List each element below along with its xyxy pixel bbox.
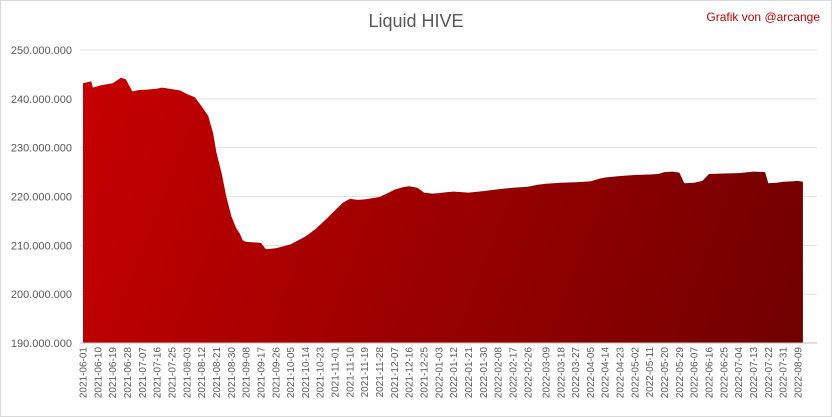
x-tick-label: 2022-02-17 xyxy=(509,347,520,399)
x-tick-label: 2022-05-29 xyxy=(675,347,686,399)
y-tick-label: 240.000.000 xyxy=(11,94,72,106)
chart-credit: Grafik von @arcange xyxy=(706,10,820,24)
x-tick-label: 2022-07-04 xyxy=(734,347,745,399)
x-tick-label: 2022-05-02 xyxy=(630,347,641,399)
x-tick-label: 2021-12-25 xyxy=(420,347,431,399)
x-tick-label: 2022-06-25 xyxy=(719,347,730,399)
x-tick-label: 2022-01-30 xyxy=(479,347,490,399)
y-tick-label: 210.000.000 xyxy=(11,240,72,252)
x-tick-label: 2021-11-28 xyxy=(375,347,386,398)
x-tick-label: 2021-09-17 xyxy=(256,347,267,399)
x-tick-label: 2022-06-16 xyxy=(705,347,716,399)
x-tick-label: 2022-07-31 xyxy=(779,347,790,399)
x-tick-label: 2021-07-25 xyxy=(168,347,179,399)
x-tick-label: 2021-11-01 xyxy=(331,347,342,398)
x-tick-label: 2022-05-20 xyxy=(660,347,671,399)
x-tick-label: 2021-06-19 xyxy=(108,347,119,399)
x-tick-label: 2022-03-18 xyxy=(556,347,567,399)
y-tick-label: 230.000.000 xyxy=(11,143,72,155)
y-tick-label: 190.000.000 xyxy=(11,338,72,350)
x-tick-label: 2022-01-03 xyxy=(434,347,445,399)
y-tick-label: 220.000.000 xyxy=(11,192,72,204)
x-tick-label: 2021-06-10 xyxy=(93,347,104,399)
x-tick-label: 2022-04-14 xyxy=(601,347,612,399)
x-tick-label: 2022-06-07 xyxy=(690,347,701,399)
x-tick-label: 2022-01-21 xyxy=(464,347,475,399)
area-series xyxy=(83,77,803,344)
x-tick-label: 2021-12-07 xyxy=(390,347,401,399)
x-tick-label: 2022-05-11 xyxy=(645,347,656,398)
x-tick-label: 2022-07-22 xyxy=(764,347,775,399)
x-tick-label: 2021-10-14 xyxy=(301,347,312,399)
x-tick-label: 2022-02-08 xyxy=(494,347,505,399)
x-tick-label: 2022-02-26 xyxy=(523,347,534,399)
x-tick-label: 2021-08-30 xyxy=(227,347,238,399)
x-tick-label: 2021-10-05 xyxy=(286,347,297,399)
x-tick-label: 2021-08-21 xyxy=(212,347,223,399)
x-tick-label: 2022-04-05 xyxy=(586,347,597,399)
x-tick-label: 2022-01-12 xyxy=(449,347,460,399)
x-tick-label: 2022-07-13 xyxy=(749,347,760,399)
x-tick-label: 2021-07-07 xyxy=(138,347,149,399)
x-tick-label: 2021-06-01 xyxy=(79,347,90,399)
x-tick-label: 2022-03-27 xyxy=(571,347,582,399)
x-tick-label: 2021-09-08 xyxy=(242,347,253,399)
liquid-hive-area xyxy=(83,77,803,344)
x-tick-label: 2021-11-10 xyxy=(345,347,356,398)
x-tick-label: 2022-04-23 xyxy=(616,347,627,399)
x-tick-label: 2021-10-23 xyxy=(316,347,327,399)
y-axis-ticks: 190.000.000 200.000.000 210.000.000 220.000… xyxy=(11,45,72,350)
x-tick-label: 2021-08-12 xyxy=(197,347,208,399)
x-tick-label: 2022-03-09 xyxy=(541,347,552,399)
x-tick-label: 2021-09-26 xyxy=(271,347,282,399)
x-tick-label: 2021-11-19 xyxy=(360,347,371,398)
x-tick-label: 2021-07-16 xyxy=(153,347,164,399)
x-tick-label: 2021-08-03 xyxy=(182,347,193,399)
x-tick-label: 2021-12-16 xyxy=(405,347,416,399)
x-tick-label: 2021-06-28 xyxy=(123,347,134,399)
x-axis-ticks: 2021-06-01 2021-06-10 2021-06-19 2021-06-28… xyxy=(79,342,817,399)
y-tick-label: 200.000.000 xyxy=(11,289,72,301)
y-tick-label: 250.000.000 xyxy=(11,45,72,57)
x-tick-label: 2022-08-09 xyxy=(794,347,805,399)
chart-title: Liquid HIVE xyxy=(368,11,464,31)
